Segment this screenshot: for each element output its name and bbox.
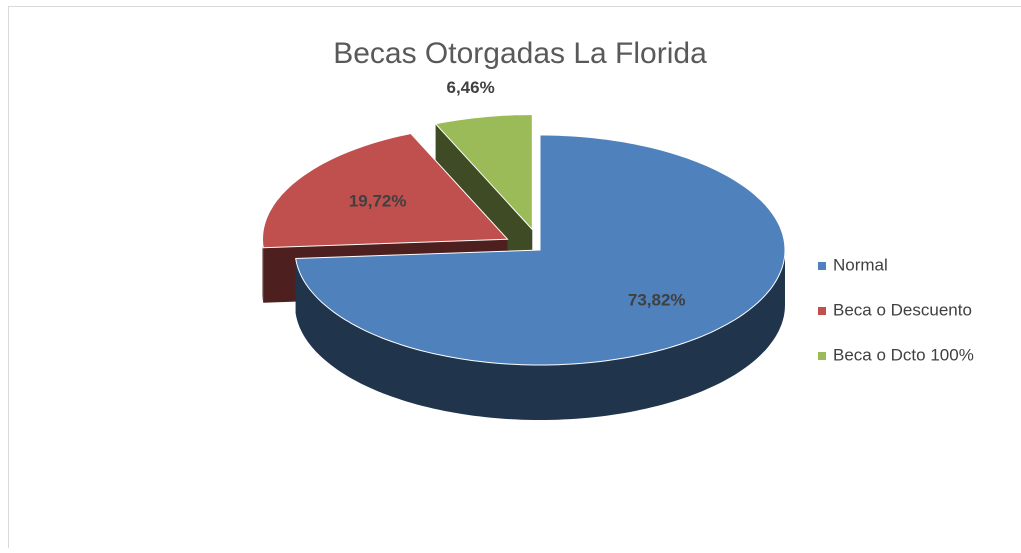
data-label: 19,72% <box>349 192 407 211</box>
legend-label: Normal <box>833 255 888 274</box>
legend-label: Beca o Descuento <box>833 300 972 319</box>
slice-side <box>263 239 264 303</box>
chart-title: Becas Otorgadas La Florida <box>333 37 707 70</box>
data-label: 73,82% <box>628 290 686 309</box>
legend-swatch <box>818 352 826 360</box>
legend-swatch <box>818 262 826 270</box>
legend-swatch <box>818 307 826 315</box>
legend-label: Beca o Dcto 100% <box>833 345 974 364</box>
data-label: 6,46% <box>447 78 495 97</box>
